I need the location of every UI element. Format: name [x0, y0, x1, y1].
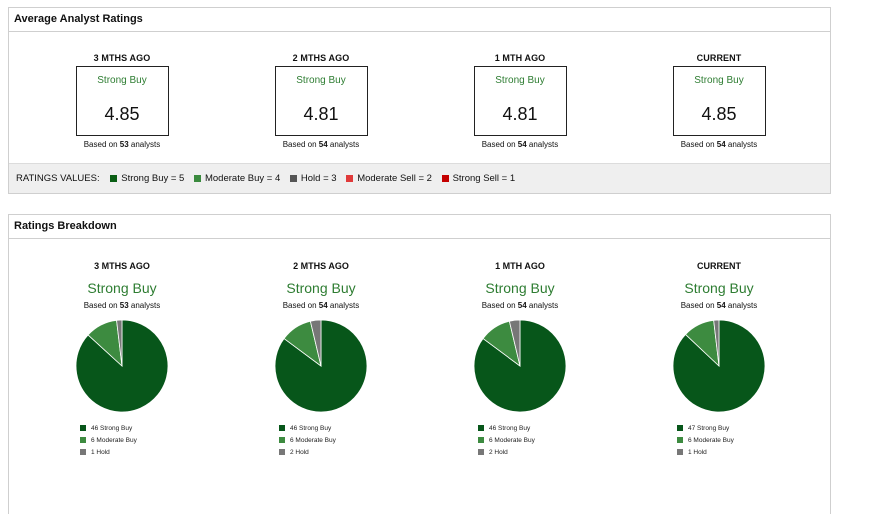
rating-consensus: Strong Buy [495, 75, 545, 86]
ratings-pie-chart [671, 318, 767, 414]
breakdown-consensus: Strong Buy [286, 280, 356, 296]
average-ratings-header: Average Analyst Ratings [9, 8, 830, 32]
rating-box: Strong Buy 4.81 [274, 66, 368, 136]
breakdown-period-title: CURRENT [697, 261, 741, 271]
breakdown-period-title: 1 MTH AGO [495, 261, 545, 271]
avg-column-2-months-ago: 2 MTHS AGO Strong Buy 4.81 Based on 54 a… [221, 53, 421, 149]
avg-column-1-month-ago: 1 MTH AGO Strong Buy 4.81 Based on 54 an… [420, 53, 620, 149]
ratings-values-legend: RATINGS VALUES: Strong Buy = 5 Moderate … [9, 163, 830, 193]
breakdown-column-1-month-ago: 1 MTH AGO Strong Buy Based on 54 analyst… [420, 261, 620, 459]
ratings-pie-chart [74, 318, 170, 414]
pie-slice-hold [116, 319, 123, 367]
pie-legend-hold: 2 Hold [279, 447, 363, 459]
pie-legend-moderate-buy: 6 Moderate Buy [80, 435, 164, 447]
breakdown-period-title: 3 MTHS AGO [94, 261, 150, 271]
avg-period-title: CURRENT [696, 53, 742, 63]
rating-score: 4.85 [701, 104, 737, 124]
pie-legend-moderate-buy: 6 Moderate Buy [677, 435, 761, 447]
avg-period-title: 2 MTHS AGO [292, 53, 350, 63]
rating-score: 4.81 [502, 104, 538, 124]
pie-slice-hold [713, 319, 720, 367]
pie-legend-hold: 1 Hold [80, 447, 164, 459]
rating-score: 4.85 [104, 104, 140, 124]
legend-moderate-buy: Moderate Buy = 4 [193, 164, 280, 193]
rating-consensus: Strong Buy [97, 75, 147, 86]
pie-legend: 46 Strong Buy 6 Moderate Buy 2 Hold [478, 423, 562, 459]
based-on-analysts: Based on 54 analysts [481, 140, 559, 149]
pie-legend: 46 Strong Buy 6 Moderate Buy 2 Hold [279, 423, 363, 459]
legend-swatch [677, 436, 683, 443]
legend-hold: Hold = 3 [289, 164, 337, 193]
legend-swatch [110, 174, 118, 182]
rating-box: Strong Buy 4.81 [473, 66, 567, 136]
pie-legend-strong-buy: 46 Strong Buy [279, 423, 363, 435]
legend-swatch [279, 448, 285, 455]
average-analyst-ratings-panel: Average Analyst Ratings 3 MTHS AGO Stron… [8, 7, 831, 194]
ratings-breakdown-panel: Ratings Breakdown 3 MTHS AGO Strong Buy … [8, 214, 831, 514]
legend-swatch [289, 174, 297, 182]
based-on-analysts: Based on 54 analysts [680, 301, 758, 310]
ratings-breakdown-header: Ratings Breakdown [9, 215, 830, 239]
rating-score: 4.81 [303, 104, 339, 124]
ratings-values-title: RATINGS VALUES: [16, 173, 100, 184]
legend-swatch [80, 436, 86, 443]
rating-box: Strong Buy 4.85 [672, 66, 766, 136]
rating-box: Strong Buy 4.85 [75, 66, 169, 136]
pie-legend-hold: 2 Hold [478, 447, 562, 459]
legend-swatch [193, 174, 201, 182]
legend-strong-buy: Strong Buy = 5 [110, 164, 184, 193]
pie-slice-hold [508, 319, 521, 367]
legend-swatch [346, 174, 354, 182]
pie-legend-strong-buy: 46 Strong Buy [80, 423, 164, 435]
based-on-analysts: Based on 54 analysts [282, 140, 360, 149]
ratings-pie-chart [273, 318, 369, 414]
legend-swatch [80, 424, 86, 431]
legend-swatch [279, 436, 285, 443]
pie-legend-strong-buy: 47 Strong Buy [677, 423, 761, 435]
avg-period-title: 3 MTHS AGO [93, 53, 151, 63]
rating-consensus: Strong Buy [296, 75, 346, 86]
rating-consensus: Strong Buy [694, 75, 744, 86]
pie-legend-moderate-buy: 6 Moderate Buy [279, 435, 363, 447]
based-on-analysts: Based on 53 analysts [83, 140, 161, 149]
legend-swatch [677, 448, 683, 455]
legend-swatch [279, 424, 285, 431]
legend-swatch [677, 424, 683, 431]
based-on-analysts: Based on 54 analysts [680, 140, 758, 149]
avg-period-title: 1 MTH AGO [494, 53, 546, 63]
legend-swatch [478, 424, 484, 431]
based-on-analysts: Based on 53 analysts [83, 301, 161, 310]
pie-legend-moderate-buy: 6 Moderate Buy [478, 435, 562, 447]
breakdown-column-current: CURRENT Strong Buy Based on 54 analysts … [619, 261, 819, 459]
breakdown-period-title: 2 MTHS AGO [293, 261, 349, 271]
based-on-analysts: Based on 54 analysts [481, 301, 559, 310]
pie-legend-hold: 1 Hold [677, 447, 761, 459]
breakdown-consensus: Strong Buy [684, 280, 754, 296]
legend-swatch [441, 174, 449, 182]
breakdown-consensus: Strong Buy [87, 280, 157, 296]
breakdown-consensus: Strong Buy [485, 280, 555, 296]
pie-slice-hold [309, 319, 322, 367]
breakdown-column-2-months-ago: 2 MTHS AGO Strong Buy Based on 54 analys… [221, 261, 421, 459]
pie-legend: 46 Strong Buy 6 Moderate Buy 1 Hold [80, 423, 164, 459]
pie-legend-strong-buy: 46 Strong Buy [478, 423, 562, 435]
legend-swatch [478, 448, 484, 455]
legend-moderate-sell: Moderate Sell = 2 [346, 164, 432, 193]
breakdown-column-3-months-ago: 3 MTHS AGO Strong Buy Based on 53 analys… [22, 261, 222, 459]
legend-swatch [478, 436, 484, 443]
legend-swatch [80, 448, 86, 455]
avg-column-current: CURRENT Strong Buy 4.85 Based on 54 anal… [619, 53, 819, 149]
ratings-pie-chart [472, 318, 568, 414]
based-on-analysts: Based on 54 analysts [282, 301, 360, 310]
legend-strong-sell: Strong Sell = 1 [441, 164, 515, 193]
pie-legend: 47 Strong Buy 6 Moderate Buy 1 Hold [677, 423, 761, 459]
avg-column-3-months-ago: 3 MTHS AGO Strong Buy 4.85 Based on 53 a… [22, 53, 222, 149]
